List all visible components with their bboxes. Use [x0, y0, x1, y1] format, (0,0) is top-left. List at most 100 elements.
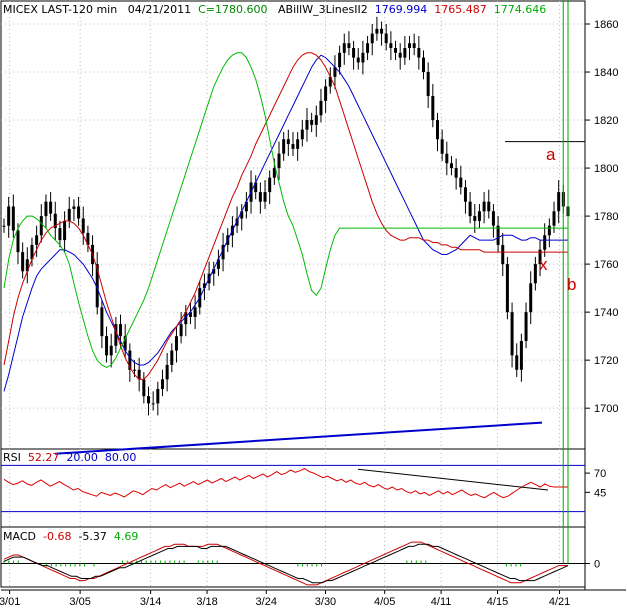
candle-body	[11, 206, 15, 231]
candle-body	[44, 201, 48, 217]
x-tick-label: 3/18	[196, 596, 217, 608]
candle-body	[310, 120, 314, 125]
candle-body	[380, 28, 384, 34]
macd-v2: -5.37	[78, 530, 107, 543]
candle-body	[21, 252, 25, 272]
candle-body	[533, 264, 537, 284]
candle-body	[81, 218, 85, 233]
candle-body	[156, 388, 160, 404]
candle-body	[529, 283, 533, 313]
rsi-tick-label: 45	[594, 487, 606, 499]
candle-body	[296, 139, 300, 149]
candle-body	[496, 225, 500, 245]
candle-body	[435, 120, 439, 140]
line-green-value: 1774.646	[493, 3, 547, 16]
candle-body	[282, 139, 286, 154]
candle-body	[268, 177, 272, 193]
candle-body	[58, 228, 62, 241]
candle-body	[305, 120, 309, 130]
candle-body	[352, 48, 356, 58]
candle-body	[389, 43, 393, 49]
price-tick-label: 1700	[594, 403, 618, 415]
candle-body	[286, 139, 290, 145]
candle-body	[212, 268, 216, 274]
candle-body	[133, 369, 137, 371]
candle-body	[137, 369, 141, 380]
candle-body	[440, 139, 444, 154]
candle-body	[105, 336, 109, 356]
trend-lines	[54, 141, 585, 455]
candle-body	[412, 43, 416, 49]
ma-blue-line	[3, 54, 568, 392]
gridlines	[1, 1, 585, 590]
candle-body	[77, 206, 81, 219]
rsi-line	[3, 467, 568, 499]
price-tick-label: 1840	[594, 67, 618, 79]
x-tick-label: 3/24	[256, 596, 277, 608]
candle-body	[146, 396, 150, 404]
macd-header: MACD -0.68 -5.37 4.69	[3, 530, 138, 543]
rsi-upper: 80.00	[104, 451, 137, 464]
price-tick-label: 1760	[594, 259, 618, 271]
rsi-tick-label: 70	[594, 468, 606, 480]
macd-v1: -0.68	[42, 530, 72, 543]
rsi-name: RSI	[3, 451, 21, 464]
candle-body	[319, 100, 323, 116]
candle-body	[338, 52, 342, 68]
macd-tick-label: 0	[594, 559, 600, 571]
candle-body	[356, 57, 360, 63]
rsi-value: 52.27	[27, 451, 60, 464]
candle-body	[477, 211, 481, 221]
rsi-header: RSI 52.27 20.00 80.00	[3, 451, 136, 464]
candle-body	[459, 177, 463, 188]
candle-body	[109, 345, 113, 356]
candle-body	[188, 312, 192, 317]
candle-body	[463, 187, 467, 202]
candle-body	[30, 244, 34, 260]
candle-body	[114, 324, 118, 346]
x-tick-labels: 3/01 3/05 3/14 3/18 3/24 3/30 4/05 4/11 4/15 4/21	[0, 590, 570, 608]
candle-body	[16, 230, 20, 253]
rsi-lower: 20.00	[66, 451, 98, 464]
candle-body	[123, 336, 127, 351]
macd-panel: 0	[1, 0, 600, 586]
candle-body	[174, 336, 178, 351]
candle-body	[417, 48, 421, 58]
price-header: MICEX LAST-120 min 04/21/2011 C=1780.600…	[3, 3, 546, 16]
price-tick-label: 1740	[594, 307, 618, 319]
candle-body	[7, 206, 11, 226]
candle-body	[53, 213, 57, 229]
candle-body	[151, 403, 155, 405]
candle-body	[524, 312, 528, 341]
price-tick-label: 1720	[594, 355, 618, 367]
moving-average-lines	[3, 52, 568, 392]
candle-body	[263, 192, 267, 202]
candle-body	[398, 52, 402, 58]
candle-body	[2, 225, 6, 227]
macd-v3: 4.69	[113, 530, 139, 543]
candle-body	[468, 201, 472, 217]
candle-body	[375, 28, 379, 34]
candle-body	[72, 206, 76, 209]
annotation-a: a	[546, 145, 556, 164]
candle-body	[505, 264, 509, 313]
rsi-trend-line	[357, 468, 549, 491]
candle-body	[272, 168, 276, 178]
macd-name: MACD	[3, 530, 36, 543]
candle-body	[254, 182, 258, 193]
candle-body	[277, 153, 281, 169]
x-tick-label: 4/05	[374, 596, 395, 608]
candle-body	[491, 211, 495, 226]
candle-body	[501, 244, 505, 265]
candle-body	[258, 192, 262, 202]
candle-body	[67, 208, 71, 221]
x-tick-label: 3/14	[140, 596, 161, 608]
candle-body	[445, 153, 449, 164]
candle-body	[510, 312, 514, 356]
candle-body	[49, 201, 53, 214]
candle-body	[291, 144, 295, 149]
candle-body	[515, 355, 519, 370]
close-label: C=1780.600	[198, 3, 268, 16]
candle-body	[179, 324, 183, 337]
y-tick-labels: 1700 1720 1740 1760 1780 1800 1820 1840 1860	[585, 19, 618, 415]
